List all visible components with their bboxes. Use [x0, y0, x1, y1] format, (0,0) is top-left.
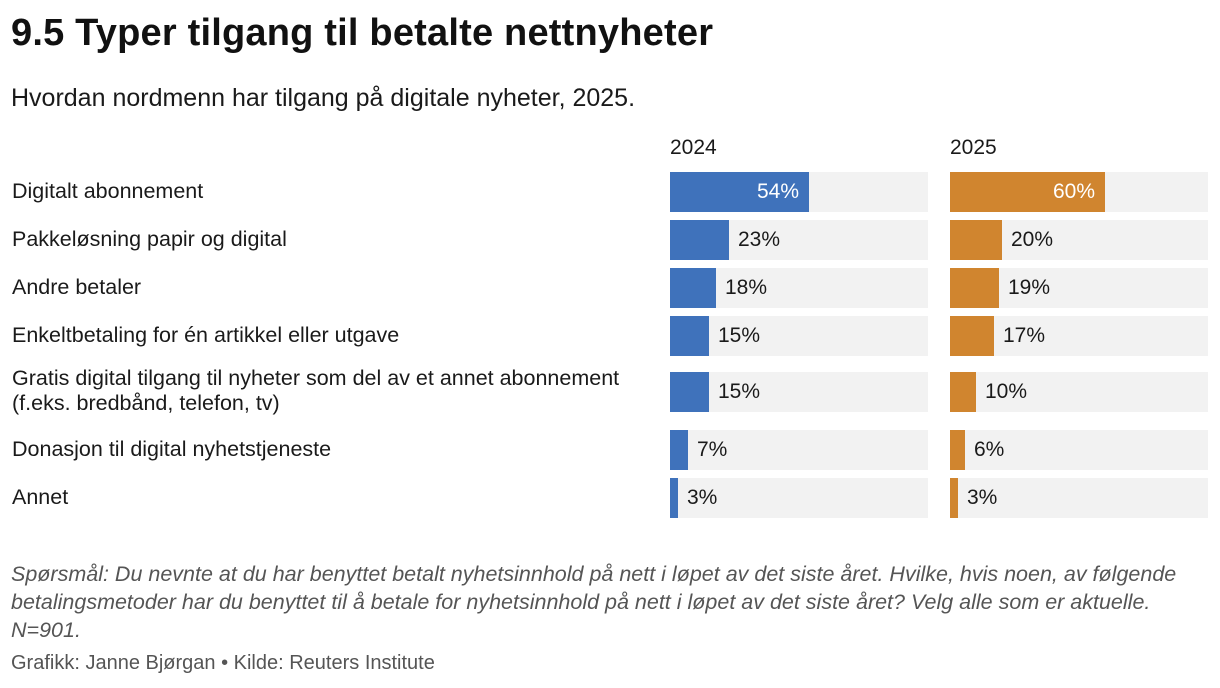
- bar-2024: [670, 316, 709, 356]
- data-label-2024: 3%: [687, 486, 718, 509]
- category-label: Enkeltbetaling for én artikkel eller utg…: [12, 323, 400, 347]
- data-label-2025: 20%: [1011, 228, 1054, 251]
- bar-2024: [670, 478, 678, 518]
- column-header-2024: 2024: [670, 136, 717, 159]
- data-label-2025: 10%: [985, 380, 1028, 403]
- bar-track-2024: 7%: [670, 430, 928, 470]
- bar-2024: [670, 172, 809, 212]
- category-label: Andre betaler: [12, 275, 142, 299]
- bar-2025: [950, 372, 976, 412]
- bar-2025: [950, 430, 965, 470]
- data-label-2025: 6%: [974, 438, 1005, 461]
- bar-2024: [670, 372, 709, 412]
- survey-question-note: Spørsmål: Du nevnte at du har benyttet b…: [11, 562, 1177, 642]
- bar-track-2025: 3%: [950, 478, 1208, 518]
- category-label: Donasjon til digital nyhetstjeneste: [12, 437, 332, 461]
- bar-track-2025: 10%: [950, 372, 1208, 412]
- bar-2025: [950, 478, 958, 518]
- category-label: Digitalt abonnement: [12, 179, 204, 203]
- data-label-2025: 17%: [1003, 324, 1046, 347]
- data-label-2025: 3%: [967, 486, 998, 509]
- category-label: Gratis digital tilgang til nyheter som d…: [12, 366, 620, 415]
- data-label-2024: 7%: [697, 438, 728, 461]
- bar-track-2025: 19%: [950, 268, 1208, 308]
- bar-track-2024: 15%: [670, 372, 928, 412]
- bar-track-2024: 18%: [670, 268, 928, 308]
- chart-subtitle: Hvordan nordmenn har tilgang på digitale…: [11, 84, 636, 112]
- data-label-2024: 18%: [725, 276, 768, 299]
- data-label-2024: 15%: [718, 380, 761, 403]
- bar-track-2025: 17%: [950, 316, 1208, 356]
- bar-track-2024: 54%: [670, 172, 928, 212]
- data-label-2025: 60%: [1052, 180, 1095, 203]
- bar-2025: [950, 220, 1002, 260]
- data-label-2024: 23%: [738, 228, 781, 251]
- bar-2024: [670, 268, 716, 308]
- category-label: Pakkeløsning papir og digital: [12, 227, 287, 251]
- bar-2024: [670, 430, 688, 470]
- chart-title: 9.5 Typer tilgang til betalte nettnyhete…: [11, 12, 714, 54]
- column-header-2025: 2025: [950, 136, 997, 159]
- bar-track-2025: 6%: [950, 430, 1208, 470]
- data-label-2024: 54%: [756, 180, 799, 203]
- bar-2025: [950, 172, 1105, 212]
- bar-2025: [950, 268, 999, 308]
- bar-track-2025: 20%: [950, 220, 1208, 260]
- bar-track-2025: 60%: [950, 172, 1208, 212]
- credits-source: Grafikk: Janne Bjørgan • Kilde: Reuters …: [11, 652, 435, 674]
- data-label-2024: 15%: [718, 324, 761, 347]
- bar-track-2024: 3%: [670, 478, 928, 518]
- bar-track-2024: 15%: [670, 316, 928, 356]
- bar-2025: [950, 316, 994, 356]
- bar-track-2024: 23%: [670, 220, 928, 260]
- data-label-2025: 19%: [1008, 276, 1051, 299]
- category-label: Annet: [12, 485, 69, 509]
- bar-2024: [670, 220, 729, 260]
